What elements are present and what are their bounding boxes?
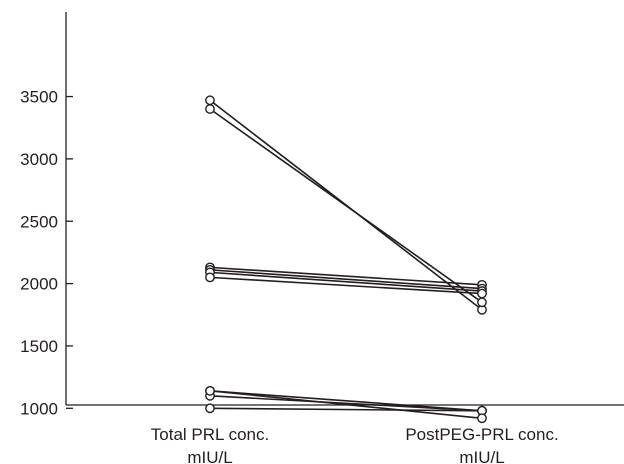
y-ticks: 500 1000 1500 2000 2500 3000 3500: [20, 88, 73, 464]
y-tick-label: 500: [30, 462, 58, 464]
y-tick-label: 2500: [20, 212, 58, 231]
data-point: [477, 288, 487, 299]
data-point: [205, 403, 215, 414]
x-category-unit: mIU/L: [459, 448, 504, 464]
series-line: [209, 395, 483, 412]
series-group: [205, 95, 487, 424]
x-category-unit: mIU/L: [187, 448, 232, 464]
series-line: [209, 407, 483, 412]
series-line: [209, 390, 483, 420]
y-tick-label: 1500: [20, 337, 58, 356]
y-axis: 500 1000 1500 2000 2500 3000 3500: [20, 12, 73, 464]
x-category-label: PostPEG-PRL conc.: [405, 425, 558, 444]
series-line: [209, 108, 483, 303]
y-tick-label: 2000: [20, 275, 58, 294]
data-point: [477, 297, 487, 308]
data-point: [205, 95, 215, 106]
data-point: [205, 104, 215, 114]
series-line: [209, 266, 483, 286]
data-point: [477, 413, 487, 424]
x-category-label: Total PRL conc.: [151, 425, 269, 444]
series-line: [209, 390, 483, 412]
series-line: [209, 269, 483, 290]
x-axis: Total PRL conc. mIU/L PostPEG-PRL conc. mIU…: [66, 404, 624, 464]
data-point: [205, 385, 215, 396]
y-tick-label: 3000: [20, 150, 58, 169]
x-ticks: Total PRL conc. mIU/L PostPEG-PRL conc. mIU…: [151, 405, 559, 464]
series-line: [209, 271, 483, 292]
data-point: [205, 272, 215, 283]
y-tick-label: 1000: [20, 399, 58, 418]
series-line: [209, 276, 483, 295]
y-tick-label: 3500: [20, 88, 58, 107]
